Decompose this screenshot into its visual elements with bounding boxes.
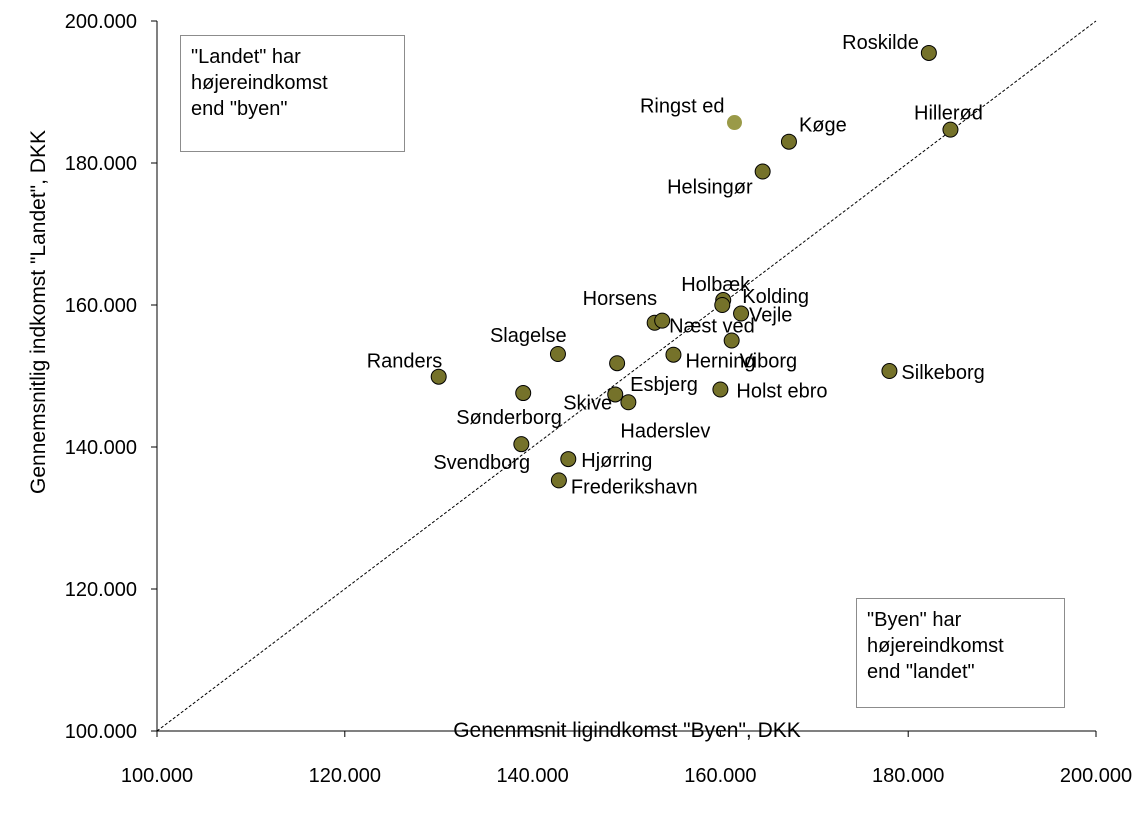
data-point [513, 436, 530, 453]
note-bottom-right-line-3: end "landet" [867, 661, 975, 683]
point-label: Holbæk [681, 274, 751, 296]
data-point [430, 368, 447, 385]
data-point [549, 345, 566, 362]
point-label: Randers [367, 351, 443, 373]
point-label: Hillerød [914, 103, 983, 125]
point-label: Næst ved [669, 316, 755, 338]
point-label: Viborg [740, 351, 797, 373]
point-label: Haderslev [620, 420, 710, 442]
y-tick-label: 100.000 [65, 721, 137, 743]
note-top-left-line-2: højereindkomst [191, 72, 328, 94]
data-point [607, 386, 624, 403]
data-point [733, 305, 750, 322]
note-top-left-line-3: end "byen" [191, 98, 288, 120]
point-label: Skive [563, 392, 612, 414]
data-point [665, 346, 682, 363]
point-label: Slagelse [490, 325, 567, 347]
data-point [620, 394, 637, 411]
data-point [712, 381, 729, 398]
y-tick-label: 140.000 [65, 437, 137, 459]
point-label: Holst ebro [736, 380, 827, 402]
point-label: Silkeborg [901, 362, 984, 384]
note-bottom-right: "Byen" har højereindkomst end "landet" [856, 598, 1065, 708]
point-label: Svendborg [433, 452, 530, 474]
data-point [714, 297, 731, 313]
note-bottom-right-line-2: højereindkomst [867, 635, 1004, 657]
data-point [723, 332, 740, 349]
x-tick-label: 100.000 [121, 765, 193, 787]
note-bottom-right-line-1: "Byen" har [867, 609, 962, 631]
x-axis-title: Genenmsnit ligindkomst "Byen", DKK [453, 719, 801, 742]
point-label: Hjørring [581, 450, 652, 472]
data-point [881, 363, 898, 380]
reference-line-group [156, 20, 1097, 732]
y-tick-label: 180.000 [65, 153, 137, 175]
point-label: Vejle [749, 305, 792, 327]
y-tick-label: 160.000 [65, 295, 137, 317]
data-point [780, 133, 797, 150]
data-point [609, 355, 626, 372]
point-label: Sønderborg [456, 407, 562, 429]
note-top-left: "Landet" har højereindkomst end "byen" [180, 35, 405, 152]
point-label: Ringst ed [640, 96, 725, 118]
data-point [550, 472, 567, 489]
note-top-left-line-1: "Landet" har [191, 46, 301, 68]
data-point [942, 121, 959, 138]
point-label: Kolding [742, 286, 809, 308]
point-label: Roskilde [842, 32, 919, 54]
point-label: Helsingør [667, 177, 753, 199]
point-label: Frederikshavn [571, 476, 698, 498]
x-tick-label: 140.000 [496, 765, 568, 787]
x-tick-label: 200.000 [1060, 765, 1132, 787]
point-labels: Roskilde Ringst ed Køge Hillerød Helsingør Ho… [367, 32, 985, 498]
data-point [654, 312, 671, 329]
x-tick-label: 180.000 [872, 765, 944, 787]
data-point [726, 115, 742, 131]
axes [151, 20, 1097, 737]
point-label: Herning [685, 351, 755, 373]
data-points [430, 44, 959, 489]
point-label: Horsens [583, 288, 657, 310]
y-tick-label: 120.000 [65, 579, 137, 601]
data-point [560, 451, 577, 468]
data-point [754, 163, 771, 180]
diagonal-reference-line [156, 20, 1097, 732]
data-point [515, 385, 532, 402]
x-tick-label: 160.000 [684, 765, 756, 787]
point-label: Esbjerg [630, 374, 698, 396]
y-tick-label: 200.000 [65, 11, 137, 33]
y-axis-title: Gennemsnitlig indkomst "Landet", DKK [27, 130, 50, 494]
data-point [920, 44, 937, 61]
x-tick-label: 120.000 [309, 765, 381, 787]
point-label: Køge [799, 115, 847, 137]
tick-labels: 100.000 120.000 140.000 160.000 180.000 200.0… [65, 11, 1132, 787]
